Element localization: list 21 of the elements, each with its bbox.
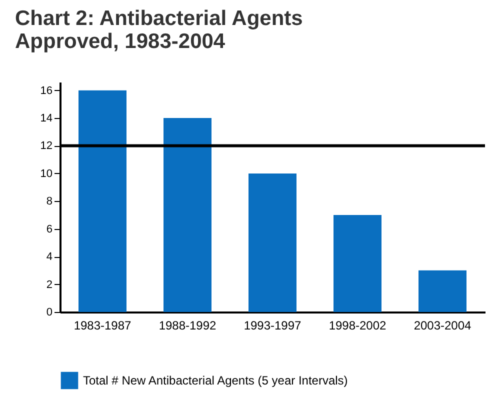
y-tick-label: 16 — [40, 84, 52, 97]
x-tick-label: 1988-1992 — [158, 318, 217, 332]
y-tick-label: 12 — [40, 140, 52, 152]
y-tick-label: 10 — [40, 168, 52, 180]
chart-title: Chart 2: Antibacterial Agents Approved, 1983-2004 — [15, 7, 303, 53]
y-tick-label: 0 — [46, 306, 52, 318]
bar — [164, 118, 212, 312]
x-tick-label: 1983-1987 — [74, 318, 132, 332]
x-tick-label: 1998-2002 — [328, 318, 387, 332]
y-tick-label: 2 — [46, 278, 52, 291]
x-tick-label: 2003-2004 — [414, 318, 472, 332]
y-tick-label: 8 — [46, 196, 52, 208]
y-tick-label: 4 — [46, 251, 52, 264]
legend-label: Total # New Antibacterial Agents (5 year Intervals) — [83, 374, 348, 388]
bar — [78, 90, 126, 312]
bar — [334, 215, 382, 312]
bar — [248, 173, 296, 312]
bar — [418, 270, 466, 312]
y-tick-label: 14 — [40, 112, 52, 125]
x-tick-label: 1993-1997 — [244, 318, 302, 332]
y-tick-label: 6 — [46, 223, 52, 236]
